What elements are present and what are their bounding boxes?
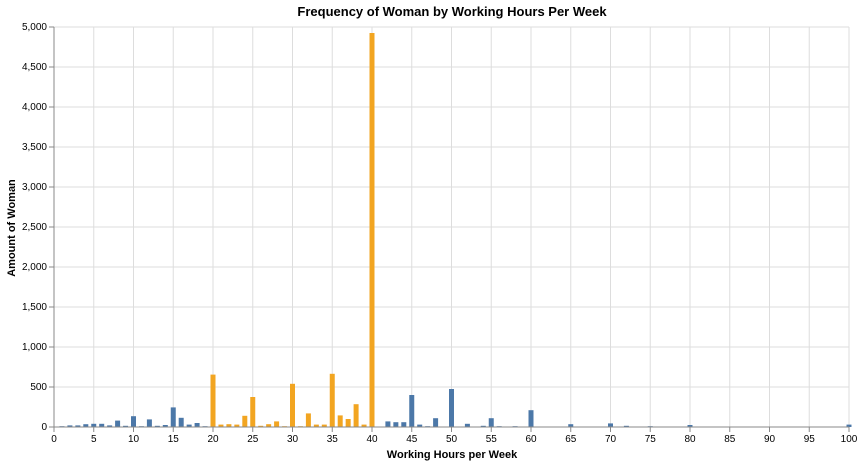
x-tick-label: 15 <box>168 434 180 445</box>
bar-hours-38 <box>353 404 359 427</box>
bar-hours-24 <box>242 415 248 427</box>
bar-hours-43 <box>393 422 399 427</box>
y-tick-label: 4,500 <box>22 62 47 73</box>
y-tick-label: 3,000 <box>22 182 47 193</box>
bar-hours-40 <box>369 33 375 427</box>
y-tick-label: 2,000 <box>22 262 47 273</box>
x-tick-label: 75 <box>645 434 657 445</box>
x-tick-label: 85 <box>724 434 736 445</box>
bar-hours-18 <box>194 423 200 427</box>
bar-hours-55 <box>488 418 494 427</box>
bar-hours-36 <box>337 415 343 427</box>
bar-hours-6 <box>99 423 105 427</box>
y-tick-label: 500 <box>30 382 47 393</box>
bar-hours-21 <box>218 424 224 427</box>
grid-lines <box>53 26 850 428</box>
bar-hours-16 <box>178 417 184 427</box>
x-tick-label: 100 <box>841 434 858 445</box>
bar-hours-13 <box>154 425 160 427</box>
bar-hours-65 <box>568 424 574 427</box>
x-tick-label: 95 <box>804 434 816 445</box>
bar-hours-28 <box>274 421 280 427</box>
bar-hours-4 <box>83 424 89 427</box>
bar-hours-10 <box>131 416 136 427</box>
bar-hours-17 <box>186 424 192 427</box>
bar-hours-2 <box>67 425 73 427</box>
bar-hours-27 <box>266 424 272 427</box>
bar-hours-100 <box>846 424 852 427</box>
x-tick-label: 30 <box>287 434 299 445</box>
bars <box>59 33 852 427</box>
x-tick-label: 60 <box>525 434 537 445</box>
bar-hours-60 <box>528 410 534 427</box>
x-tick-label: 70 <box>605 434 617 445</box>
y-tick-label: 1,000 <box>22 342 47 353</box>
bar-hours-7 <box>107 425 113 427</box>
bar-hours-44 <box>401 422 407 427</box>
bar-hours-39 <box>361 424 367 427</box>
x-tick-label: 20 <box>207 434 219 445</box>
bar-hours-46 <box>417 424 423 427</box>
x-tick-label: 10 <box>128 434 140 445</box>
x-tick-label: 0 <box>51 434 57 445</box>
y-tick-label: 4,000 <box>22 102 47 113</box>
chart-title: Frequency of Woman by Working Hours Per … <box>297 4 607 19</box>
bar-hours-20 <box>210 374 216 427</box>
bar-hours-12 <box>146 419 152 427</box>
x-tick-label: 80 <box>684 434 696 445</box>
x-tick-label: 40 <box>366 434 378 445</box>
bar-hours-70 <box>608 423 613 427</box>
x-tick-label: 55 <box>486 434 498 445</box>
axes: 0 5 10 15 20 25 30 35 40 45 50 55 60 65 70 75 80 85 90 95 10… <box>22 22 858 445</box>
bar-hours-14 <box>162 425 168 427</box>
y-tick-label: 1,500 <box>22 302 47 313</box>
bar-hours-80 <box>687 425 693 427</box>
x-axis-title: Working Hours per Week <box>387 449 518 461</box>
bar-hours-34 <box>321 424 327 427</box>
x-tick-label: 5 <box>91 434 97 445</box>
bar-hours-37 <box>345 419 351 427</box>
bar-hours-8 <box>115 420 121 427</box>
bar-hours-3 <box>75 425 81 427</box>
bar-hours-23 <box>234 424 240 427</box>
x-tick-label: 25 <box>247 434 259 445</box>
bar-hours-48 <box>433 418 439 427</box>
y-tick-label: 0 <box>41 422 47 433</box>
bar-hours-52 <box>464 423 470 427</box>
bar-hours-45 <box>409 395 415 427</box>
bar-hours-26 <box>258 425 264 427</box>
bar-hours-25 <box>250 397 256 427</box>
bar-hours-15 <box>170 407 176 427</box>
x-tick-label: 90 <box>764 434 776 445</box>
bar-hours-42 <box>385 421 391 427</box>
bar-hours-32 <box>305 413 311 427</box>
bar-hours-72 <box>623 425 629 427</box>
bar-hours-9 <box>123 425 129 427</box>
bar-hours-5 <box>91 423 97 427</box>
x-tick-label: 50 <box>446 434 458 445</box>
x-tick-label: 35 <box>327 434 339 445</box>
y-tick-label: 3,500 <box>22 142 47 153</box>
bar-hours-54 <box>480 425 486 427</box>
y-axis-title: Amount of Woman <box>6 179 18 277</box>
x-tick-label: 45 <box>406 434 418 445</box>
bar-hours-35 <box>329 373 335 427</box>
bar-hours-30 <box>290 383 295 427</box>
y-tick-label: 5,000 <box>22 22 47 33</box>
x-tick-label: 65 <box>565 434 577 445</box>
bar-hours-22 <box>226 424 232 427</box>
bar-hours-50 <box>449 389 454 427</box>
y-tick-label: 2,500 <box>22 222 47 233</box>
bar-hours-33 <box>313 424 319 427</box>
